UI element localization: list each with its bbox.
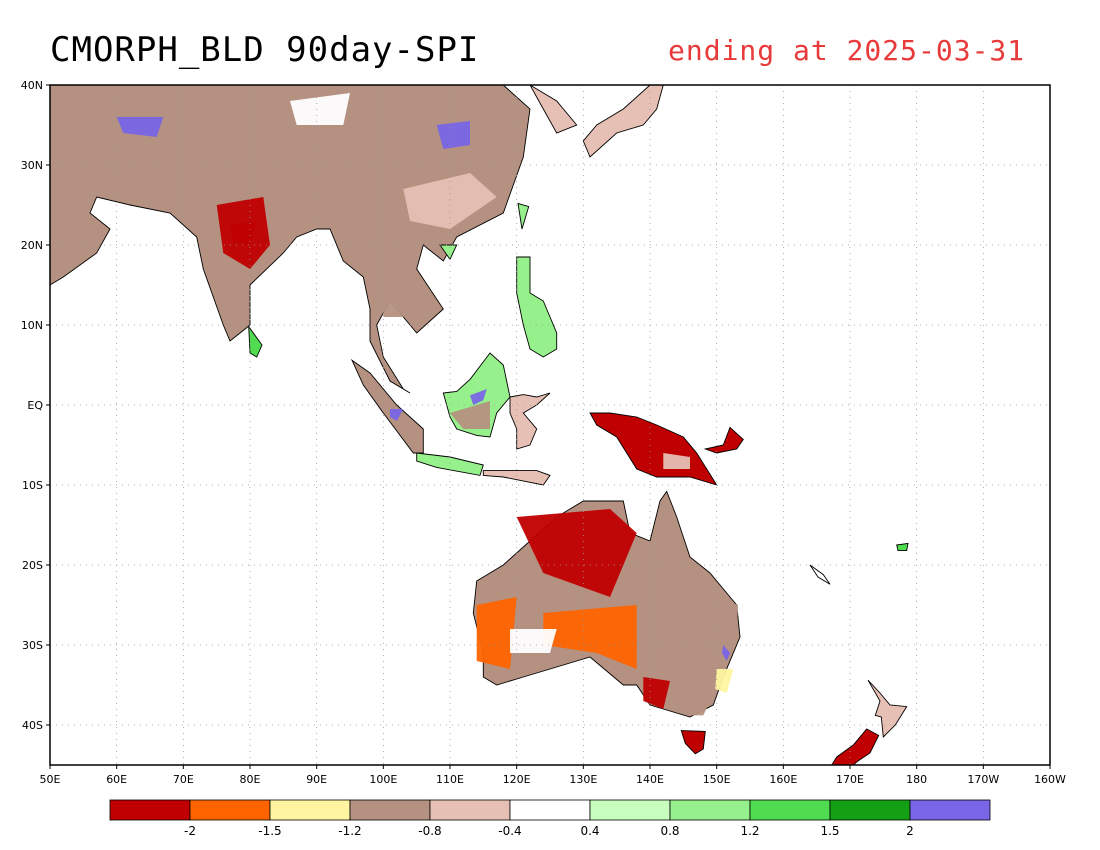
lat-tick-label: 20N <box>21 239 43 252</box>
lon-tick-label: 150E <box>703 773 731 786</box>
lat-tick-label: 30S <box>22 639 43 652</box>
colorbar-label: -0.8 <box>418 824 441 838</box>
colorbar-swatch <box>509 799 591 821</box>
lon-tick-label: 50E <box>40 773 61 786</box>
colorbar-label: -2 <box>184 824 196 838</box>
iran-afghanistan-very-wet <box>116 117 164 137</box>
lon-tick-label: 100E <box>369 773 397 786</box>
colorbar-swatch <box>189 799 271 821</box>
lon-tick-label: 160E <box>769 773 797 786</box>
tasmania <box>680 730 706 755</box>
new-guinea-mild-dry <box>663 453 690 469</box>
colorbar-label: -1.2 <box>338 824 361 838</box>
victoria-wet <box>683 701 710 716</box>
colorbar-swatch <box>109 799 191 821</box>
latitude-labels: 40N 30N 20N 10N EQ 10S 20S 30S 40S <box>21 79 44 732</box>
philippines <box>516 256 558 358</box>
colorbar-label: 1.5 <box>820 824 839 838</box>
lon-tick-label: 80E <box>240 773 261 786</box>
lat-tick-label: 10S <box>22 479 43 492</box>
colorbar-legend: -2 -1.5 -1.2 -0.8 -0.4 0.4 0.8 1.2 1.5 2 <box>109 799 991 838</box>
java <box>416 452 484 476</box>
sumatra <box>350 358 424 454</box>
asia-mainland <box>50 85 531 394</box>
lon-tick-label: 140E <box>636 773 664 786</box>
new-guinea <box>589 412 718 486</box>
colorbar-label: 2 <box>906 824 914 838</box>
map-frame <box>49 84 1051 766</box>
japan <box>582 85 664 158</box>
lon-tick-label: 60E <box>106 773 127 786</box>
sumatra-very-wet <box>390 409 404 421</box>
colorbar-swatch <box>909 799 991 821</box>
map-title: CMORPH_BLD 90day-SPI <box>50 30 480 70</box>
wa-interior-normal <box>510 629 557 653</box>
central-australia-dry <box>543 605 637 669</box>
lat-tick-label: 20S <box>22 559 43 572</box>
nsw-coast-wet <box>715 669 734 693</box>
lon-tick-label: 170W <box>967 773 999 786</box>
landmasses <box>50 85 909 765</box>
tibet-normal <box>290 93 350 125</box>
new-britain-ireland <box>703 426 744 454</box>
sulawesi <box>509 392 551 450</box>
lon-tick-label: 70E <box>173 773 194 786</box>
iran-wet <box>90 133 117 157</box>
lat-tick-label: EQ <box>27 399 43 412</box>
fiji <box>896 542 909 552</box>
taiwan <box>517 202 530 230</box>
lat-tick-label: 30N <box>21 159 43 172</box>
lon-tick-label: 120E <box>503 773 531 786</box>
lon-tick-label: 110E <box>436 773 464 786</box>
colorbar-swatch <box>349 799 431 821</box>
northern-australia-extreme-dry <box>516 509 637 597</box>
korea <box>529 85 578 134</box>
colorbar-label: -0.4 <box>498 824 521 838</box>
lat-tick-label: 10N <box>21 319 43 332</box>
sri-lanka <box>248 325 263 358</box>
colorbar-swatch <box>669 799 751 821</box>
new-caledonia <box>809 564 831 585</box>
colorbar-label: 0.4 <box>580 824 599 838</box>
central-asia-wet <box>183 101 237 125</box>
lon-tick-label: 180 <box>906 773 927 786</box>
colorbar-label: 1.2 <box>740 824 759 838</box>
new-zealand-south-island <box>831 728 880 765</box>
borneo-very-wet <box>470 389 487 405</box>
east-australia-wet <box>716 597 738 637</box>
colorbar-swatch <box>269 799 351 821</box>
china-very-wet <box>436 121 470 149</box>
lat-tick-label: 40N <box>21 79 43 92</box>
central-india-extreme-dry <box>230 221 257 245</box>
south-china-mild-dry <box>403 173 497 229</box>
map-date-subtitle: ending at 2025-03-31 <box>668 34 1026 67</box>
hainan <box>439 244 458 261</box>
lon-tick-label: 170E <box>836 773 864 786</box>
colorbar-swatch <box>429 799 511 821</box>
lon-tick-label: 160W <box>1034 773 1066 786</box>
east-australia-very-wet <box>722 645 730 661</box>
lat-tick-label: 40S <box>22 719 43 732</box>
new-zealand-north-island <box>867 679 908 738</box>
lesser-sunda-islands <box>482 470 551 486</box>
western-australia-dry <box>476 597 517 669</box>
spi-anomaly-patches <box>90 93 738 716</box>
longitude-labels: 50E 60E 70E 80E 90E 100E 110E 120E 130E 140E 150E 1… <box>40 773 1067 786</box>
borneo-wet <box>450 401 490 429</box>
colorbar-swatch <box>589 799 671 821</box>
colorbar-label: -1.5 <box>258 824 281 838</box>
colorbar-label: 0.8 <box>660 824 679 838</box>
colorbar-swatch <box>829 799 911 821</box>
colorbar-swatch <box>749 799 831 821</box>
lon-tick-label: 90E <box>306 773 327 786</box>
map-content <box>50 85 909 765</box>
indochina-wet <box>383 277 410 317</box>
lon-tick-label: 130E <box>569 773 597 786</box>
